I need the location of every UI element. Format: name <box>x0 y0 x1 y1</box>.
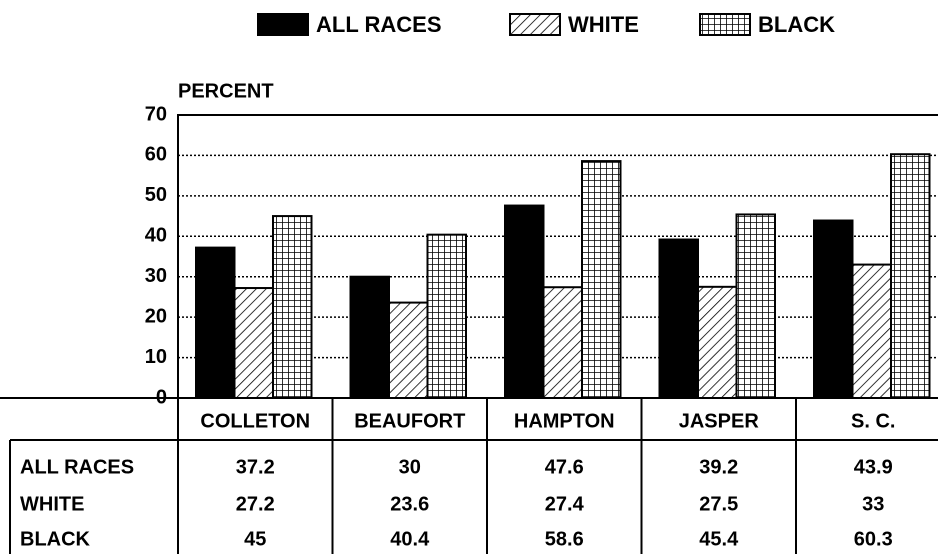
table-row-header: BLACK <box>20 528 91 550</box>
bar <box>388 301 429 399</box>
bar <box>195 246 236 399</box>
bar <box>233 287 274 399</box>
y-axis-label: PERCENT <box>178 80 274 102</box>
x-tick-label: COLLETON <box>200 410 310 432</box>
y-tick-label: 20 <box>145 305 167 327</box>
legend-swatch <box>509 13 561 36</box>
table-row-header: WHITE <box>20 493 84 515</box>
legend-swatch <box>699 13 751 36</box>
bar <box>542 286 583 399</box>
table-cell: 45 <box>244 528 266 550</box>
y-tick-label: 10 <box>145 346 167 368</box>
bar <box>504 204 545 399</box>
bar <box>349 275 390 400</box>
bar <box>813 219 854 399</box>
table-cell: 30 <box>399 456 421 478</box>
table-cell: 39.2 <box>699 456 738 478</box>
table-cell: 37.2 <box>236 456 275 478</box>
table-cell: 43.9 <box>854 456 893 478</box>
plot-frame <box>177 114 938 398</box>
bar <box>735 213 776 399</box>
table-cell: 60.3 <box>854 528 893 550</box>
table-cell: 33 <box>862 493 884 515</box>
y-tick-label: 40 <box>145 225 167 247</box>
legend-label: BLACK <box>758 12 835 37</box>
bar <box>658 238 699 399</box>
bar <box>890 153 931 399</box>
table-cell: 47.6 <box>545 456 584 478</box>
table-row-header: ALL RACES <box>20 456 134 478</box>
table-cell: 40.4 <box>390 528 430 550</box>
legend-label: WHITE <box>568 12 639 37</box>
y-tick-label: 30 <box>145 265 167 287</box>
y-tick-label: 60 <box>145 144 167 166</box>
bar <box>426 233 467 399</box>
bar <box>272 215 313 399</box>
legend-swatch <box>257 13 309 36</box>
y-tick-label: 50 <box>145 184 167 206</box>
table-cell: 23.6 <box>390 493 429 515</box>
bar <box>581 160 622 399</box>
x-tick-label: JASPER <box>679 410 760 432</box>
x-tick-label: HAMPTON <box>514 410 615 432</box>
x-tick-label: S. C. <box>851 410 895 432</box>
table-cell: 27.2 <box>236 493 275 515</box>
table-cell: 58.6 <box>545 528 584 550</box>
x-tick-label: BEAUFORT <box>354 410 465 432</box>
table-cell: 45.4 <box>699 528 739 550</box>
bar <box>697 285 738 400</box>
table-cell: 27.4 <box>545 493 585 515</box>
y-tick-label: 70 <box>145 103 167 125</box>
bar <box>851 263 892 400</box>
legend-label: ALL RACES <box>316 12 442 37</box>
table-cell: 27.5 <box>699 493 738 515</box>
